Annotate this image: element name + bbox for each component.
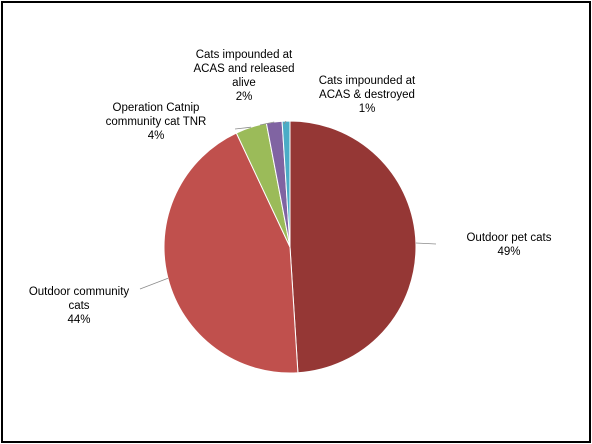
data-label-line: Outdoor pet cats [466,232,551,244]
data-label-line: cats [68,300,89,312]
leader-line-1 [415,242,437,245]
data-label-line: community cat TNR [106,116,207,128]
data-label-3: Operation Catnip community cat TNR 4% [106,102,207,142]
data-label-5: Cats impounded at ACAS & destroyed 1% [319,75,416,115]
data-label-line: 4% [148,130,165,142]
data-label-line: Operation Catnip [113,102,200,114]
pie-slices [163,120,417,374]
leader-line-5 [283,120,287,125]
data-label-line: 44% [67,314,90,326]
data-label-line: Outdoor community [29,286,130,298]
data-label-line: Cats impounded at [196,49,293,61]
data-label-2: Outdoor community cats 44% [29,286,130,326]
pie-slice-5 [281,120,291,248]
leader-line-4 [259,121,275,126]
data-label-line: 49% [497,246,520,258]
data-label-line: 2% [236,91,253,103]
data-label-1: Outdoor pet cats 49% [466,232,551,258]
data-labels: Outdoor pet cats 49% Outdoor community cats… [29,49,552,326]
data-label-4: Cats impounded at ACAS and released alive 2… [193,49,294,103]
leader-lines [139,120,437,290]
data-label-line: Cats impounded at [319,75,416,87]
pie-slice-1 [289,120,417,374]
data-label-line: alive [232,77,256,89]
data-label-line: ACAS and released [193,63,294,75]
data-label-line: ACAS & destroyed [319,89,415,101]
data-label-line: 1% [359,103,376,115]
leader-line-2 [139,277,169,290]
pie-chart: Outdoor pet cats 49% Outdoor community cats… [29,49,552,374]
leader-line-3 [234,126,252,130]
